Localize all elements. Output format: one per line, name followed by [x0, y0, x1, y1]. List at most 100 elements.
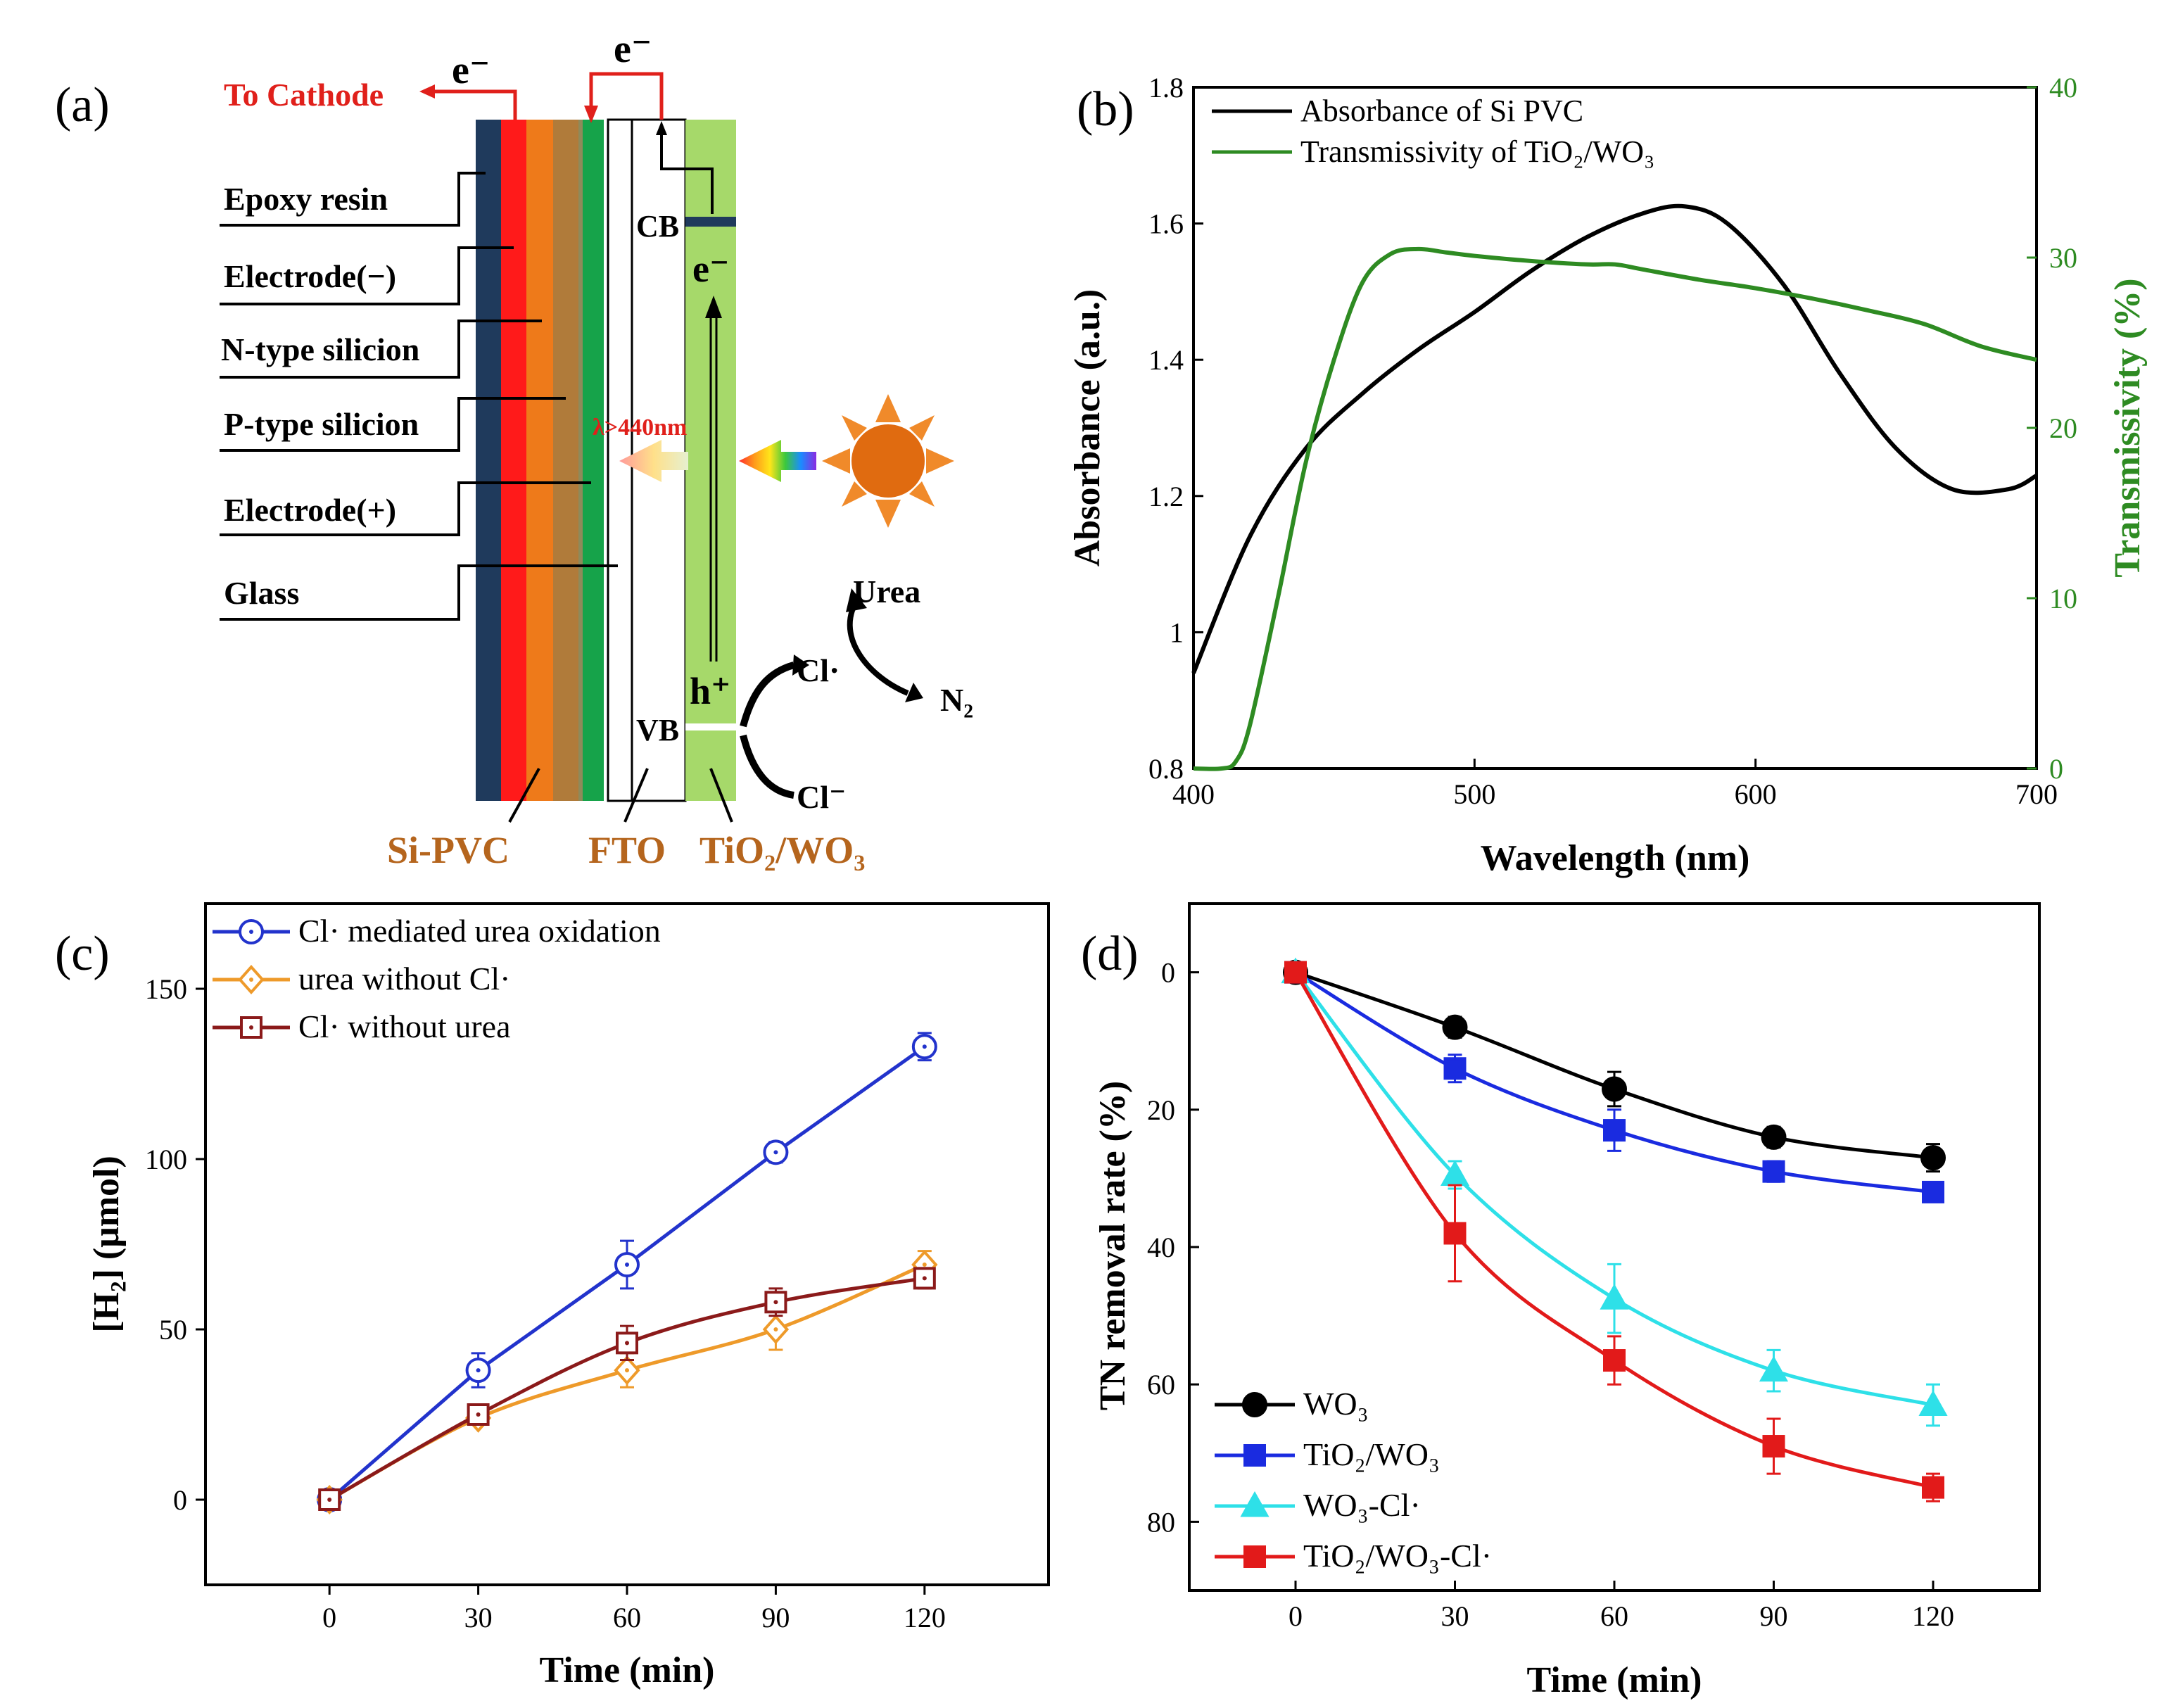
- cl-radical-label: Cl·: [797, 652, 840, 688]
- c-xtick-label: 90: [761, 1602, 790, 1633]
- d-ytick-label: 40: [1147, 1232, 1175, 1263]
- c-point-2-1: [467, 1403, 490, 1426]
- d-xtick-label: 60: [1600, 1600, 1628, 1632]
- d-xtick-label: 0: [1289, 1600, 1303, 1632]
- vb-band: [685, 723, 736, 730]
- c-xtick-label: 120: [904, 1602, 946, 1633]
- d-point-1-1: [1443, 1057, 1467, 1080]
- bottom-label-tio2wo3: TiO₂/WO₃: [699, 829, 865, 871]
- excitation-arrowhead: [705, 296, 722, 318]
- panel-b: (b) 400 500 600 7000.811.21.41.61.801020304…: [1068, 72, 2148, 878]
- legend-c-marker-2: [240, 1016, 262, 1039]
- c-ytick-label: 100: [145, 1144, 187, 1175]
- d-point-3-2: [1603, 1349, 1626, 1372]
- legend-d-marker-3: [1243, 1545, 1266, 1568]
- legend-d-marker-0: [1242, 1392, 1267, 1417]
- legend-d-label-0: WO₃: [1303, 1386, 1369, 1422]
- d-ytick-label: 0: [1161, 957, 1175, 989]
- cb-transfer-arrowhead: [656, 121, 667, 135]
- electrode-neg-layer: [501, 120, 526, 801]
- lambda-label: λ>440nm: [593, 415, 687, 441]
- d-point-3-4: [1922, 1476, 1944, 1499]
- panel-a: (a) To Cathode e⁻ e⁻ CB VB e⁻ h⁺: [55, 27, 973, 871]
- e-minus-label: e⁻: [692, 248, 729, 290]
- d-ytick-label: 60: [1147, 1369, 1175, 1400]
- layer-leaders: [220, 172, 618, 621]
- cl-ion-arrow: [740, 734, 794, 799]
- d-point-0-2: [1602, 1076, 1627, 1102]
- layer-label-n-type: N-type silicion: [221, 331, 419, 367]
- c-series-line-2: [328, 1276, 925, 1502]
- legend-d-marker-1: [1243, 1444, 1266, 1467]
- d-ticks: 0 30 60 90 120 0 20 40 60 80: [1147, 957, 1954, 1632]
- sun-icon: [822, 394, 954, 528]
- b-series: [1191, 203, 2038, 771]
- legend-b: Absorbance of Si PVC Transmissivity of T…: [1212, 94, 1654, 169]
- c-point-2-2: [616, 1331, 638, 1355]
- c-ytick-label: 0: [173, 1484, 187, 1516]
- n2-arrowhead: [905, 683, 923, 702]
- panel-d: (d) 0 30 60 90 120 0 20 40 60 80 WO₃ TiO₂/WO₃ WO₃…: [1081, 902, 2041, 1700]
- b-series-line-0: [1191, 203, 2038, 674]
- plot-frame-b: [1192, 86, 2038, 770]
- c-xlabel: Time (min): [540, 1650, 715, 1690]
- layer-label-p-type: P-type silicion: [224, 406, 419, 442]
- h-plus-label: h⁺: [690, 670, 731, 712]
- tio2wo3-pointer: [709, 768, 733, 823]
- cb-band: [685, 217, 736, 227]
- leader-glass: [220, 564, 618, 621]
- b-y2tick-label: 20: [2049, 412, 2077, 444]
- cl-oxidation-arrowhead: [792, 654, 809, 676]
- legend-d-marker-2: [1240, 1491, 1270, 1517]
- c-point-2-0-dot: [327, 1498, 332, 1502]
- bottom-label-fto: FTO: [588, 829, 666, 871]
- legend-d: WO₃ TiO₂/WO₃ WO₃-Cl· TiO₂/WO₃-Cl·: [1215, 1386, 1492, 1574]
- d-ylabel: TN removal rate (%): [1093, 1081, 1133, 1410]
- layer-label-electrode-neg: Electrode(−): [224, 258, 396, 294]
- c-ytick-label: 50: [159, 1314, 187, 1346]
- b-ytick-label: 0.8: [1148, 753, 1184, 785]
- transmitted-light-arrow: [619, 440, 688, 482]
- d-ytick-label: 80: [1147, 1506, 1175, 1538]
- legend-c-marker-0-dot: [249, 930, 253, 934]
- legend-c-label-2: Cl· without urea: [298, 1008, 511, 1044]
- c-point-1-3-dot: [773, 1327, 778, 1331]
- b-ytick-label: 1.4: [1148, 344, 1184, 376]
- panel-c-label: (c): [55, 927, 110, 981]
- cl-ion-label: Cl⁻: [797, 779, 846, 815]
- legend-c: Cl· mediated urea oxidation urea without…: [213, 913, 661, 1044]
- panel-d-label: (d): [1081, 927, 1139, 981]
- legend-d-label-2: WO₃-Cl·: [1303, 1487, 1421, 1523]
- c-xtick-label: 60: [613, 1602, 641, 1633]
- c-point-2-4-dot: [922, 1276, 927, 1281]
- c-point-2-2-dot: [625, 1341, 629, 1346]
- legend-c-marker-1-dot: [249, 978, 253, 982]
- b-ytick-label: 1: [1170, 616, 1184, 648]
- c-point-0-2-dot: [625, 1263, 629, 1267]
- legend-b-label-0: Absorbance of Si PVC: [1300, 94, 1583, 128]
- layer-label-electrode-pos: Electrode(+): [224, 492, 396, 528]
- b-xtick-label: 500: [1453, 778, 1495, 810]
- b-ytick-label: 1.8: [1148, 72, 1184, 103]
- vb-label: VB: [636, 713, 679, 747]
- c-point-0-1-dot: [476, 1368, 481, 1373]
- d-xtick-label: 120: [1912, 1600, 1954, 1632]
- c-xtick-label: 30: [464, 1602, 493, 1633]
- cathode-wire: [429, 89, 517, 120]
- n-type-layer: [526, 120, 553, 801]
- sipvc-pointer: [508, 768, 540, 823]
- b-xlabel: Wavelength (nm): [1481, 838, 1750, 878]
- b-xtick-label: 400: [1172, 778, 1215, 810]
- c-ticks: 0 30 60 90 120 0 50 100 150: [145, 973, 946, 1633]
- panel-c: (c) 0 30 60 90 120 0 50 100 150 Cl· mediated ure…: [55, 902, 1050, 1690]
- d-point-1-4: [1922, 1180, 1944, 1203]
- c-ytick-label: 150: [145, 973, 187, 1005]
- cl-oxidation-arrow: [740, 662, 795, 728]
- leader-electrode-pos: [220, 481, 591, 536]
- leader-p-type: [220, 397, 566, 452]
- b-y2tick-label: 0: [2049, 753, 2063, 785]
- d-point-0-3: [1761, 1124, 1787, 1150]
- b-y2tick-label: 40: [2049, 72, 2077, 103]
- d-point-1-3: [1762, 1160, 1785, 1183]
- legend-b-label-1: Transmissivity of TiO₂/WO₃: [1300, 134, 1654, 169]
